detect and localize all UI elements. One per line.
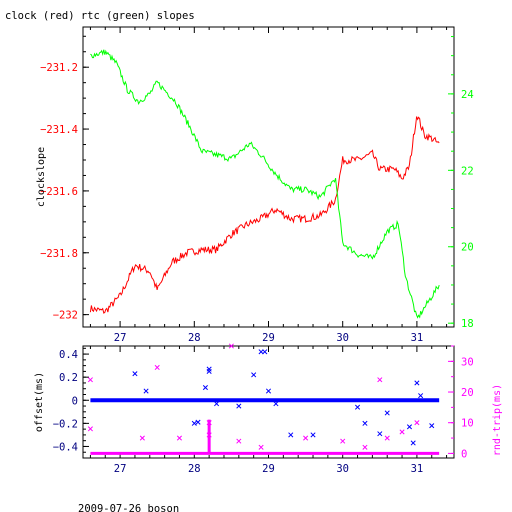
y-axis-label-offset: offset(ms) bbox=[34, 372, 45, 432]
y2-tick-label: 0 bbox=[461, 448, 467, 460]
roundtrip-point bbox=[414, 420, 420, 426]
roundtrip-point bbox=[399, 429, 405, 435]
offset-point bbox=[418, 393, 424, 399]
y-tick-label: 0.4 bbox=[59, 349, 78, 361]
x-tick-label: 31 bbox=[411, 463, 424, 475]
offset-point bbox=[191, 420, 197, 426]
offset-point bbox=[414, 380, 420, 386]
offset-point bbox=[236, 403, 242, 409]
x-tick-label: 30 bbox=[336, 332, 349, 344]
offset-point bbox=[214, 401, 220, 407]
y-tick-label: −0.2 bbox=[53, 418, 78, 430]
roundtrip-point bbox=[340, 438, 346, 444]
offset-point bbox=[258, 349, 264, 355]
roundtrip-point bbox=[154, 364, 160, 371]
y-axis-label-clockslope: clockslope bbox=[36, 147, 47, 207]
y-tick-label: −0.4 bbox=[53, 441, 78, 453]
offset-roundtrip-chart: 27 28 29 30 31 0.4 0.2 0 −0.2 −0.4 30 20 10 0 bbox=[53, 343, 474, 475]
y-tick-label: −231.4 bbox=[40, 124, 78, 136]
roundtrip-point bbox=[206, 420, 212, 426]
offset-point bbox=[410, 440, 416, 446]
offset-point bbox=[265, 388, 272, 394]
footer-label: 2009-07-26 boson bbox=[78, 503, 179, 512]
roundtrip-point bbox=[362, 444, 368, 450]
y2-tick-label: 10 bbox=[461, 418, 474, 430]
offset-point bbox=[288, 432, 294, 438]
y-tick-label: −231.2 bbox=[40, 62, 78, 74]
offset-point bbox=[310, 432, 316, 438]
y-tick-label: −231.6 bbox=[40, 186, 78, 198]
roundtrip-point bbox=[384, 435, 390, 441]
y-tick-label: 0 bbox=[72, 395, 78, 407]
offset-point bbox=[273, 401, 279, 407]
offset-point bbox=[377, 431, 383, 437]
chart-title: clock (red) rtc (green) slopes bbox=[5, 10, 195, 22]
roundtrip-point bbox=[377, 377, 383, 383]
roundtrip-point bbox=[139, 435, 145, 441]
roundtrip-point bbox=[258, 444, 264, 450]
offset-point bbox=[195, 419, 201, 425]
y2-tick-label: 30 bbox=[461, 356, 474, 368]
y-tick-label: −231.8 bbox=[40, 248, 78, 260]
y2-tick-label: 24 bbox=[461, 89, 474, 101]
y2-tick-label: 22 bbox=[461, 165, 474, 177]
x-tick-label: 27 bbox=[114, 463, 127, 475]
y2-tick-label: 20 bbox=[461, 242, 474, 254]
clock-rtc-slope-chart: 27 28 29 30 31 −231.2 −231.4 −231.6 −231.8 −232 24… bbox=[40, 26, 474, 344]
y2-tick-label: 20 bbox=[461, 387, 474, 399]
offset-point bbox=[354, 404, 361, 410]
roundtrip-point bbox=[87, 377, 93, 383]
offset-point bbox=[406, 424, 413, 430]
offset-point bbox=[206, 368, 212, 374]
plot-frame bbox=[82, 26, 455, 328]
x-tick-label: 28 bbox=[188, 332, 201, 344]
offset-point bbox=[143, 388, 149, 394]
offset-point bbox=[202, 385, 208, 391]
offset-point bbox=[132, 371, 138, 377]
offset-point bbox=[362, 420, 368, 426]
y-tick-label: −232 bbox=[53, 310, 78, 322]
clock-series-line bbox=[89, 116, 440, 314]
y-tick-label: 0.2 bbox=[59, 372, 78, 384]
x-tick-label: 29 bbox=[262, 332, 275, 344]
roundtrip-point bbox=[228, 343, 234, 349]
roundtrip-point bbox=[236, 438, 242, 444]
offset-point bbox=[429, 423, 435, 429]
x-tick-label: 28 bbox=[188, 463, 201, 475]
y2-tick-label: 18 bbox=[461, 318, 474, 330]
roundtrip-point bbox=[176, 435, 183, 441]
offset-point bbox=[262, 349, 268, 355]
y2-axis-label-roundtrip: rnd-trip(ms) bbox=[492, 384, 503, 456]
rtc-series-line bbox=[90, 49, 440, 319]
roundtrip-point bbox=[87, 426, 93, 432]
x-tick-label: 27 bbox=[114, 332, 127, 344]
x-tick-label: 31 bbox=[411, 332, 424, 344]
x-tick-label: 29 bbox=[262, 463, 275, 475]
x-tick-label: 30 bbox=[336, 463, 349, 475]
offset-point bbox=[206, 366, 212, 372]
roundtrip-point bbox=[206, 432, 212, 438]
offset-point bbox=[384, 410, 390, 416]
roundtrip-point bbox=[303, 435, 309, 441]
offset-point bbox=[251, 372, 257, 378]
